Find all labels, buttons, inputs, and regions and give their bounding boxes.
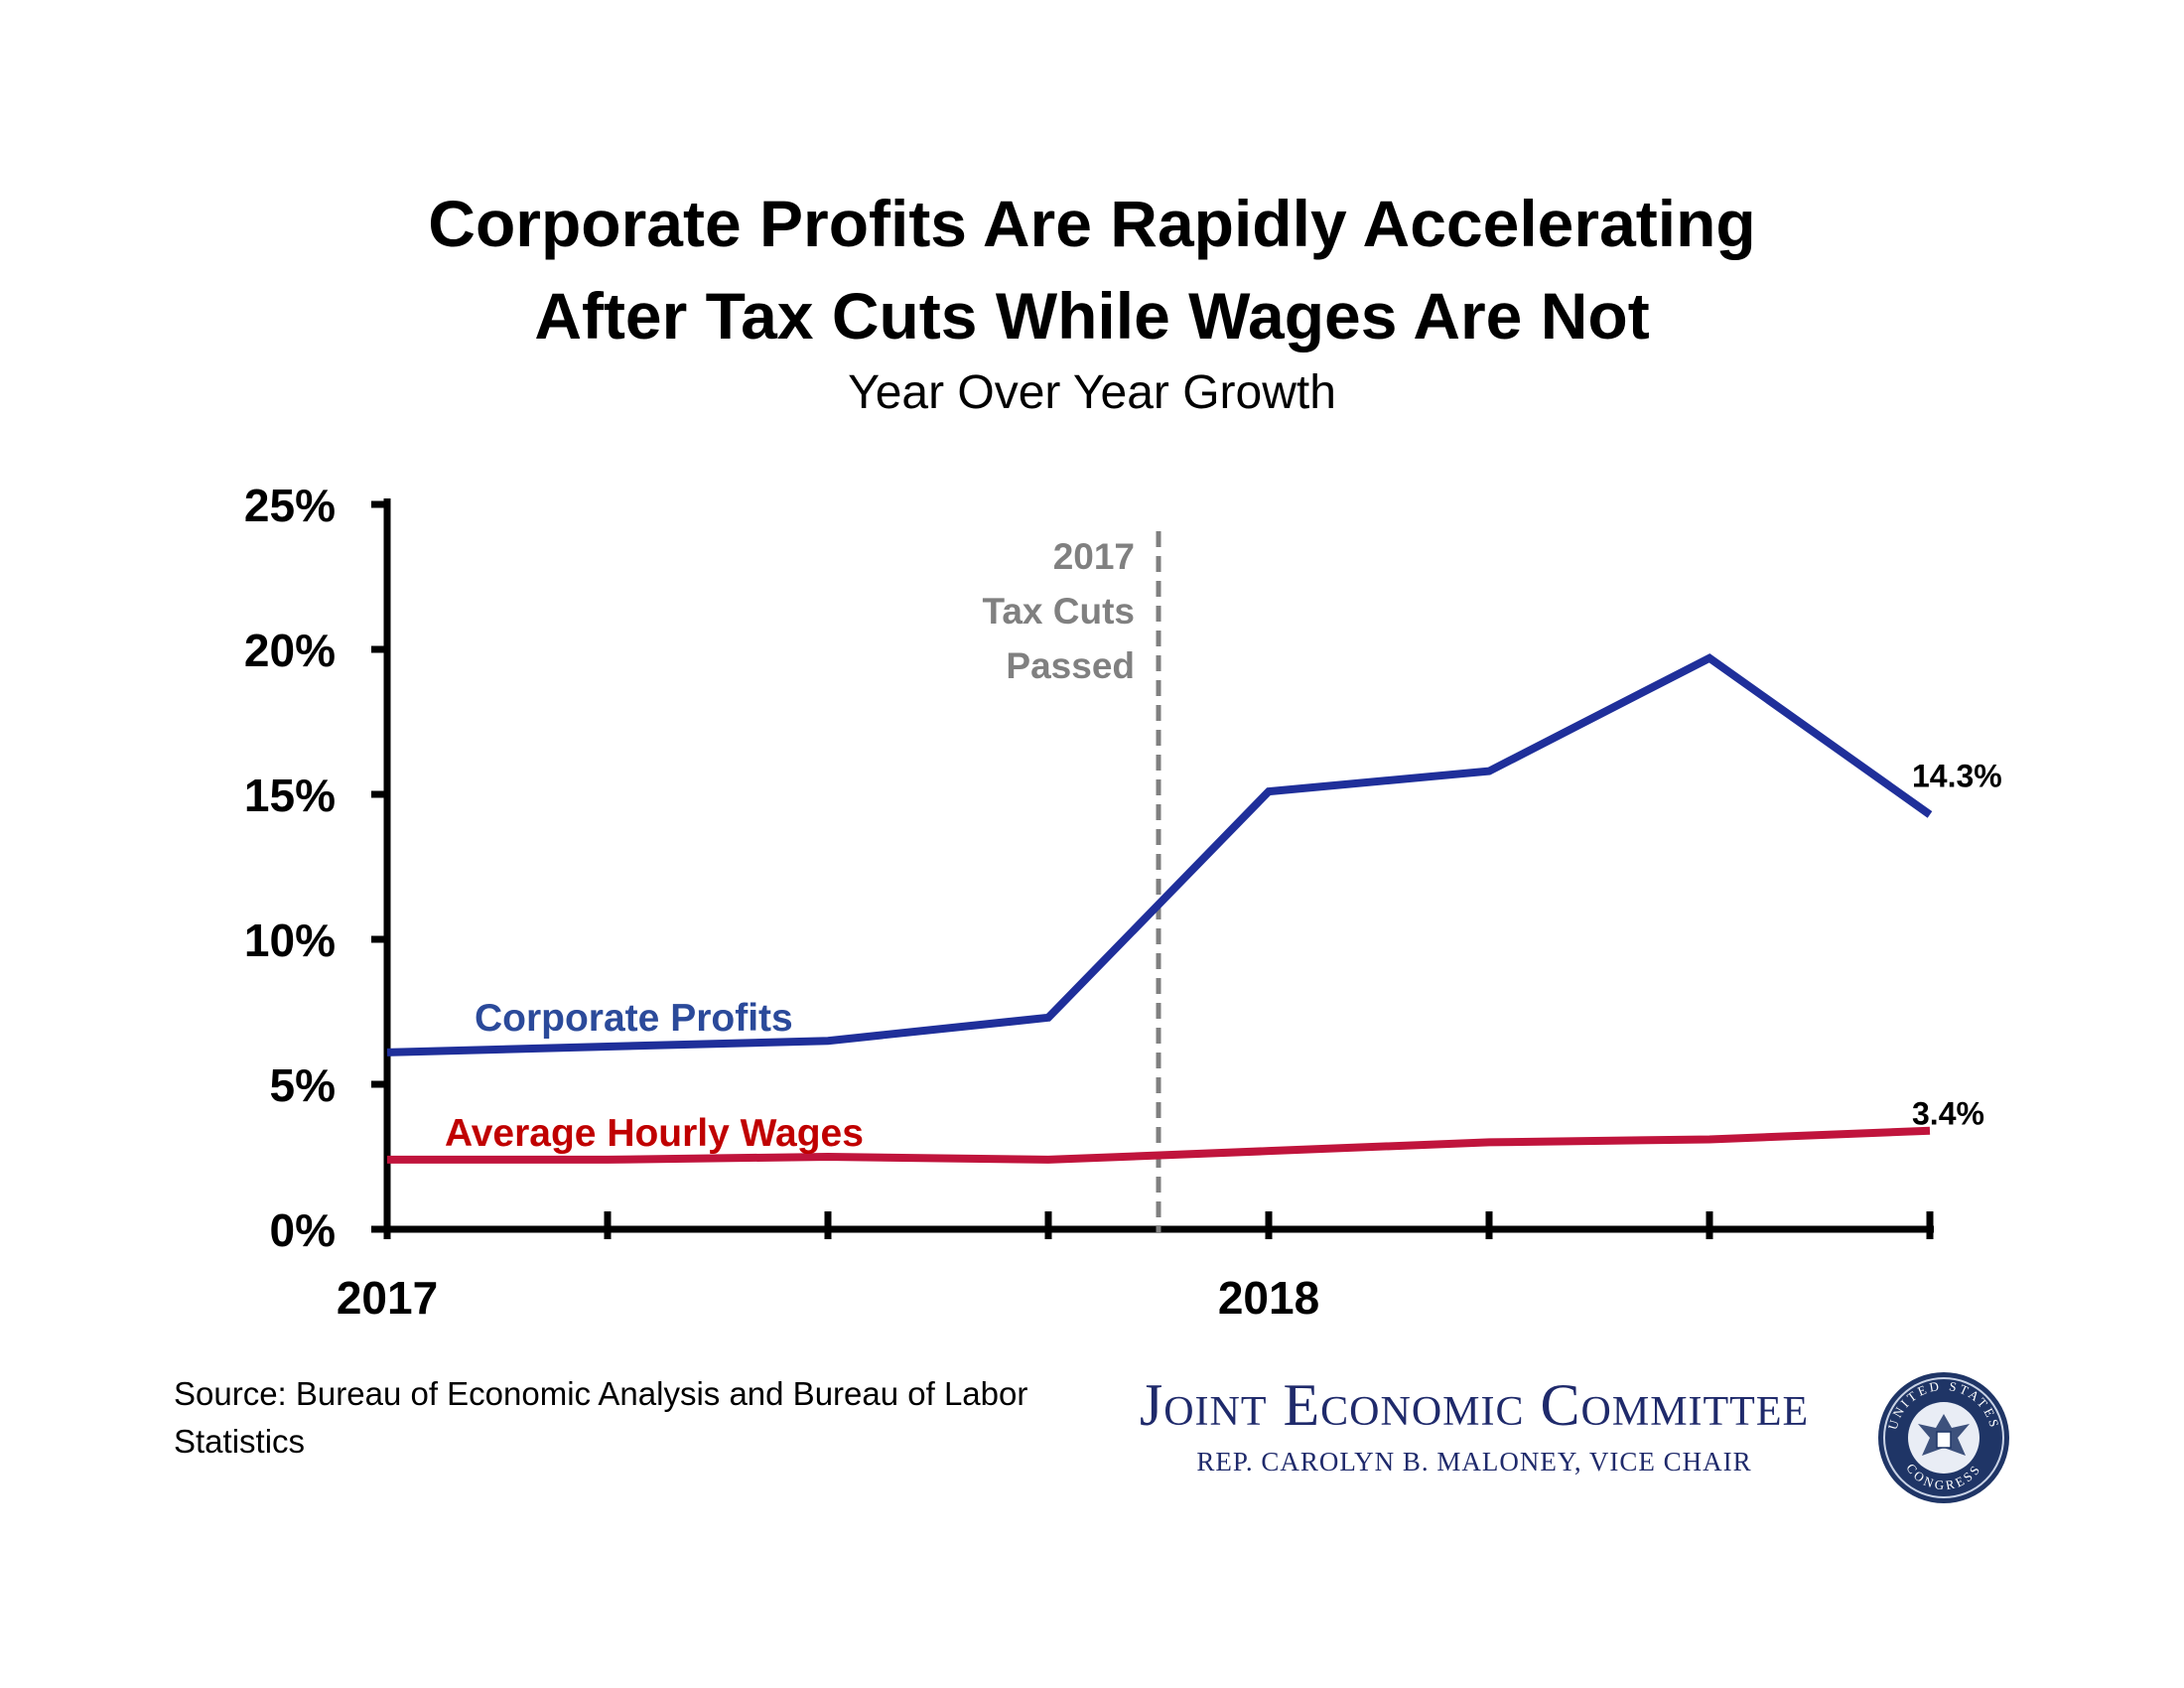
line-chart: 0% 5% 10% 15% 20% 25% 2017 2018 2017 Tax Cuts Pass… — [244, 480, 2002, 1324]
chart-title-line-1: Corporate Profits Are Rapidly Accelerati… — [428, 187, 1756, 260]
committee-vice-chair: REP. CAROLYN B. MALONEY, VICE CHAIR — [1196, 1447, 1752, 1477]
committee-logo: Joint Economic Committee REP. CAROLYN B.… — [1082, 1375, 1866, 1476]
chart-title-line-2: After Tax Cuts While Wages Are Not — [534, 279, 1650, 352]
series-label: Corporate Profits — [475, 997, 793, 1040]
tax-cut-annotation-text: Passed — [1006, 645, 1135, 686]
series-end-value-label: 14.3% — [1912, 758, 2002, 793]
y-tick-label: 25% — [244, 480, 336, 531]
source-note: Source: Bureau of Economic Analysis and … — [174, 1375, 1028, 1460]
series-end-value-label: 3.4% — [1912, 1096, 1984, 1132]
y-tick-label: 5% — [270, 1059, 336, 1111]
chart-subtitle: Year Over Year Growth — [848, 366, 1336, 419]
x-tick-label: 2018 — [1218, 1272, 1319, 1324]
series-label: Average Hourly Wages — [445, 1112, 864, 1155]
y-tick-label: 15% — [244, 770, 336, 821]
series-line-1 — [387, 1126, 1931, 1164]
y-tick-label: 20% — [244, 625, 336, 676]
tax-cut-annotation-text: 2017 — [1053, 536, 1135, 577]
x-tick-label: 2017 — [337, 1272, 438, 1324]
y-tick-label: 10% — [244, 914, 336, 966]
y-tick-label: 0% — [270, 1204, 336, 1256]
committee-name: Joint Economic Committee — [1139, 1372, 1810, 1438]
series-line-0 — [386, 653, 1933, 1056]
tax-cut-annotation-text: Tax Cuts — [982, 591, 1135, 632]
congress-seal-icon: UNITED STATES CONGRESS — [1878, 1372, 2009, 1503]
